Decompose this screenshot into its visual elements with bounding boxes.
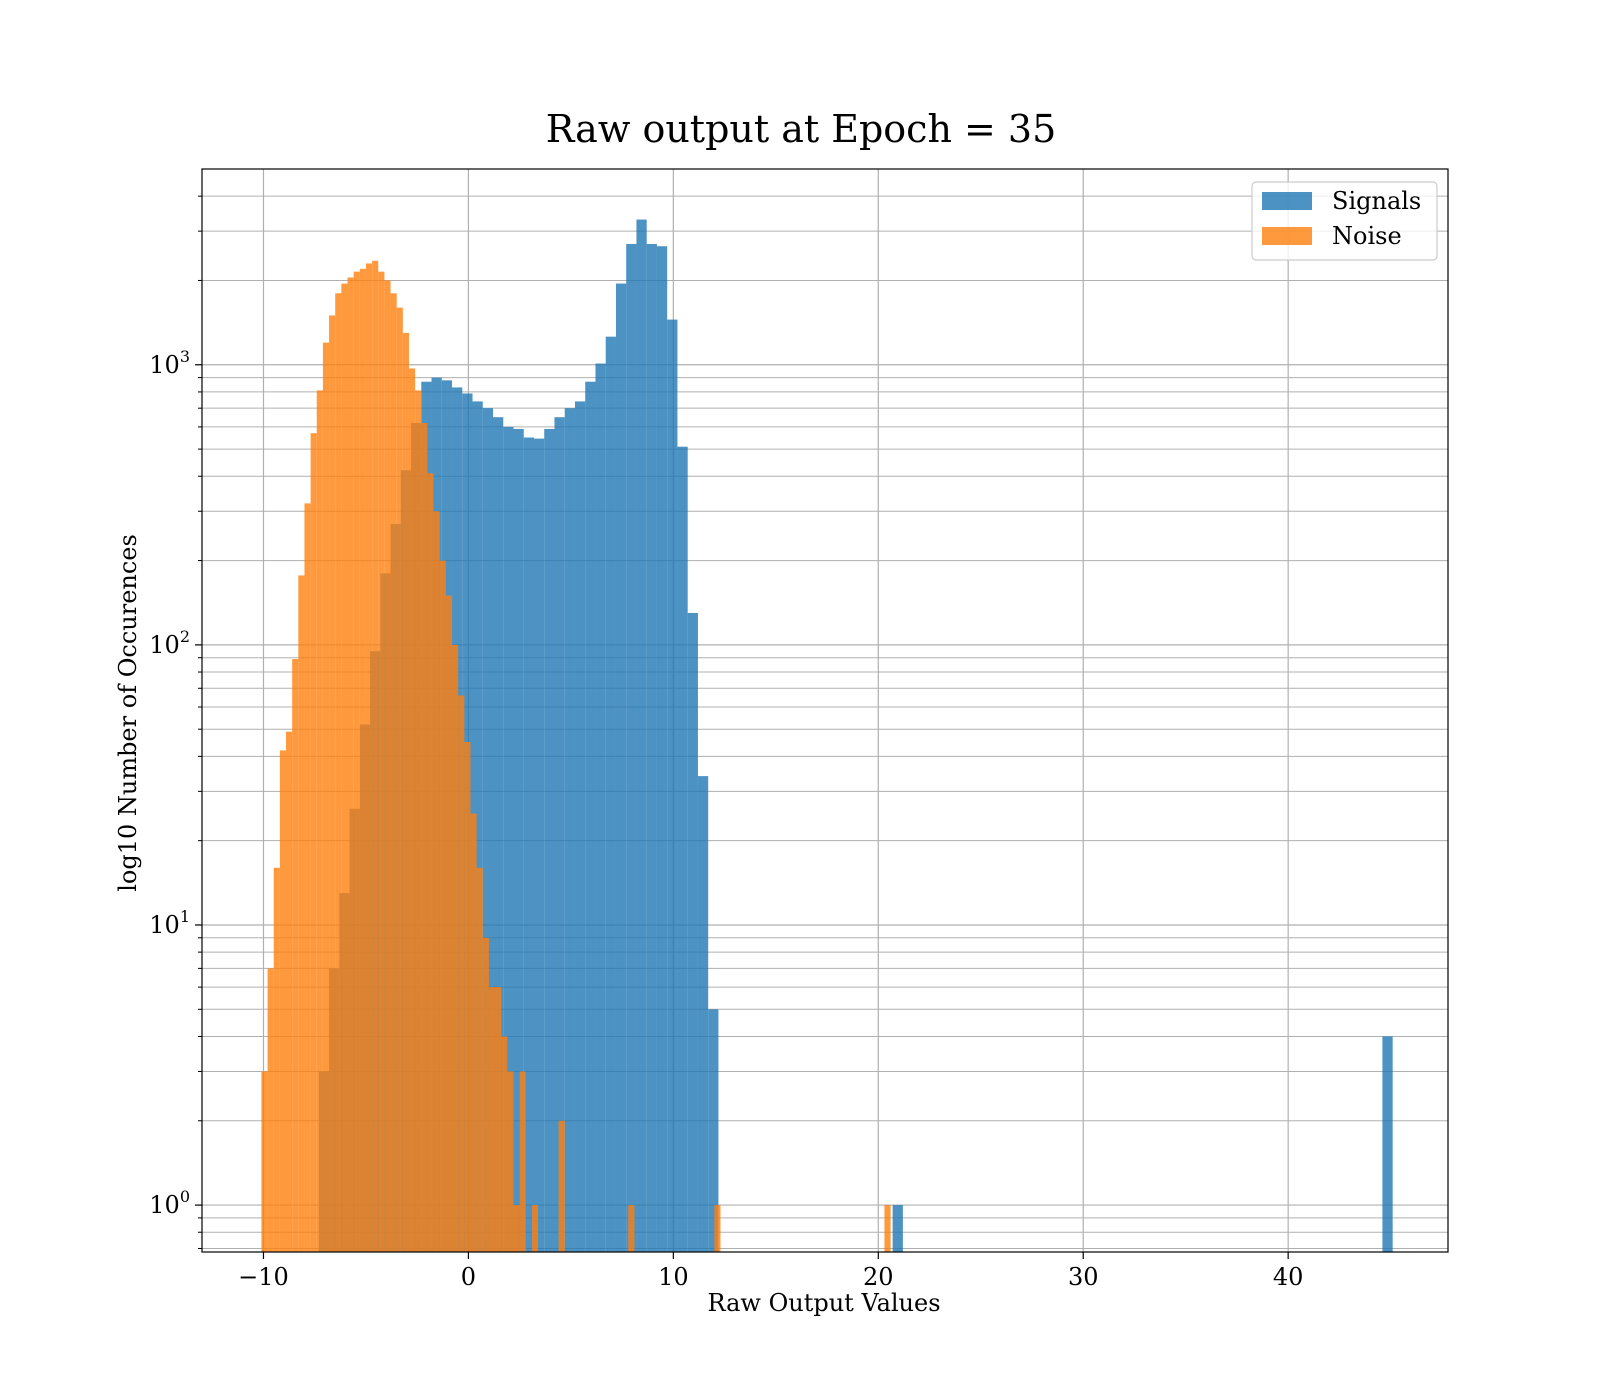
noise-bar	[310, 433, 317, 1252]
x-axis-ticks: −10 0 10 20 30 40	[238, 1252, 1303, 1291]
signals-bar	[503, 426, 514, 1252]
noise-bar	[495, 987, 502, 1252]
signals-bar	[1382, 1036, 1393, 1252]
noise-bar	[421, 422, 428, 1252]
signals-bar	[595, 363, 606, 1252]
legend-swatch-noise	[1262, 227, 1312, 245]
noise-bar	[501, 1036, 508, 1252]
noise-bar	[372, 260, 379, 1252]
noise-bar	[298, 575, 305, 1252]
signals-bar	[523, 437, 534, 1252]
signals-bar	[605, 336, 616, 1253]
signals-bar	[574, 401, 586, 1252]
noise-bar	[384, 280, 391, 1252]
noise-bar	[433, 511, 440, 1252]
x-tick-label: 40	[1273, 1263, 1304, 1291]
noise-bar	[359, 268, 366, 1253]
noise-bar	[390, 293, 397, 1252]
noise-bar	[261, 1071, 268, 1252]
x-tick-label: 20	[863, 1263, 894, 1291]
noise-bar	[439, 560, 446, 1252]
signals-bar	[585, 381, 596, 1252]
noise-bar	[427, 473, 434, 1252]
signals-bar	[892, 1205, 903, 1252]
legend-label-signals: Signals	[1332, 187, 1421, 215]
x-tick-label: −10	[238, 1263, 289, 1291]
noise-bar	[341, 283, 348, 1253]
signals-bar	[636, 219, 647, 1253]
signals-bar	[656, 246, 668, 1252]
noise-bar	[531, 1205, 539, 1252]
noise-bar	[335, 293, 342, 1252]
noise-bar	[415, 390, 422, 1252]
y-tick-label: 103	[149, 347, 190, 379]
signals-bar	[554, 417, 565, 1253]
signals-bar	[646, 243, 657, 1253]
noise-bar	[273, 867, 280, 1252]
noise-bar	[292, 659, 299, 1252]
signals-bar	[513, 428, 524, 1252]
noise-bar	[482, 937, 489, 1252]
signals-bar	[677, 446, 688, 1253]
y-tick-label: 101	[149, 907, 190, 939]
noise-bars	[261, 260, 891, 1253]
noise-bar	[322, 342, 330, 1252]
noise-bar	[628, 1205, 635, 1252]
signals-bar	[697, 776, 709, 1252]
noise-bar	[470, 813, 477, 1252]
noise-bar	[396, 307, 403, 1252]
plot-frame	[201, 168, 1449, 1253]
noise-bar	[402, 332, 409, 1253]
signals-bar	[482, 408, 494, 1252]
signals-bar	[533, 438, 545, 1252]
noise-bar	[458, 695, 465, 1252]
signals-bar	[564, 408, 575, 1252]
noise-bar	[452, 644, 459, 1252]
noise-bar	[267, 968, 274, 1252]
noise-bar	[279, 750, 287, 1252]
noise-bar	[476, 867, 483, 1252]
noise-bar	[513, 1205, 520, 1252]
noise-bar	[353, 271, 360, 1252]
y-tick-label: 100	[149, 1187, 190, 1219]
noise-bar	[408, 368, 416, 1252]
noise-bar	[316, 390, 323, 1252]
x-tick-label: 0	[461, 1263, 476, 1291]
noise-bar	[347, 277, 354, 1252]
chart-title: Raw output at Epoch = 35	[546, 107, 1057, 151]
noise-bar	[304, 503, 311, 1253]
noise-bar	[507, 1071, 514, 1252]
signals-bar	[626, 243, 637, 1253]
y-axis-ticks: 100 101 102 103	[149, 195, 202, 1249]
noise-bar	[488, 987, 496, 1252]
legend: Signals Noise	[1251, 181, 1438, 261]
noise-bar	[329, 315, 336, 1252]
noise-bar	[714, 1205, 721, 1252]
signals-bar	[493, 417, 504, 1253]
noise-bar	[378, 271, 385, 1252]
y-tick-label: 102	[149, 627, 190, 659]
y-axis-label: log10 Number of Occurences	[114, 534, 142, 892]
legend-swatch-signals	[1262, 192, 1312, 210]
noise-bar	[286, 731, 293, 1252]
signals-bar	[687, 612, 698, 1252]
legend-label-noise: Noise	[1332, 222, 1402, 250]
x-tick-label: 30	[1068, 1263, 1099, 1291]
noise-bar	[558, 1120, 565, 1252]
noise-bar	[365, 263, 373, 1252]
noise-bar	[464, 742, 471, 1252]
signals-bar	[472, 401, 483, 1252]
x-axis-label: Raw Output Values	[707, 1289, 940, 1317]
noise-bar	[519, 1071, 526, 1252]
signals-bar	[667, 319, 678, 1253]
noise-bar	[445, 595, 453, 1252]
signals-bar	[615, 283, 627, 1253]
signals-bar	[708, 1009, 719, 1252]
noise-bar	[884, 1205, 891, 1252]
signals-bar	[544, 428, 555, 1252]
x-tick-label: 10	[658, 1263, 689, 1291]
